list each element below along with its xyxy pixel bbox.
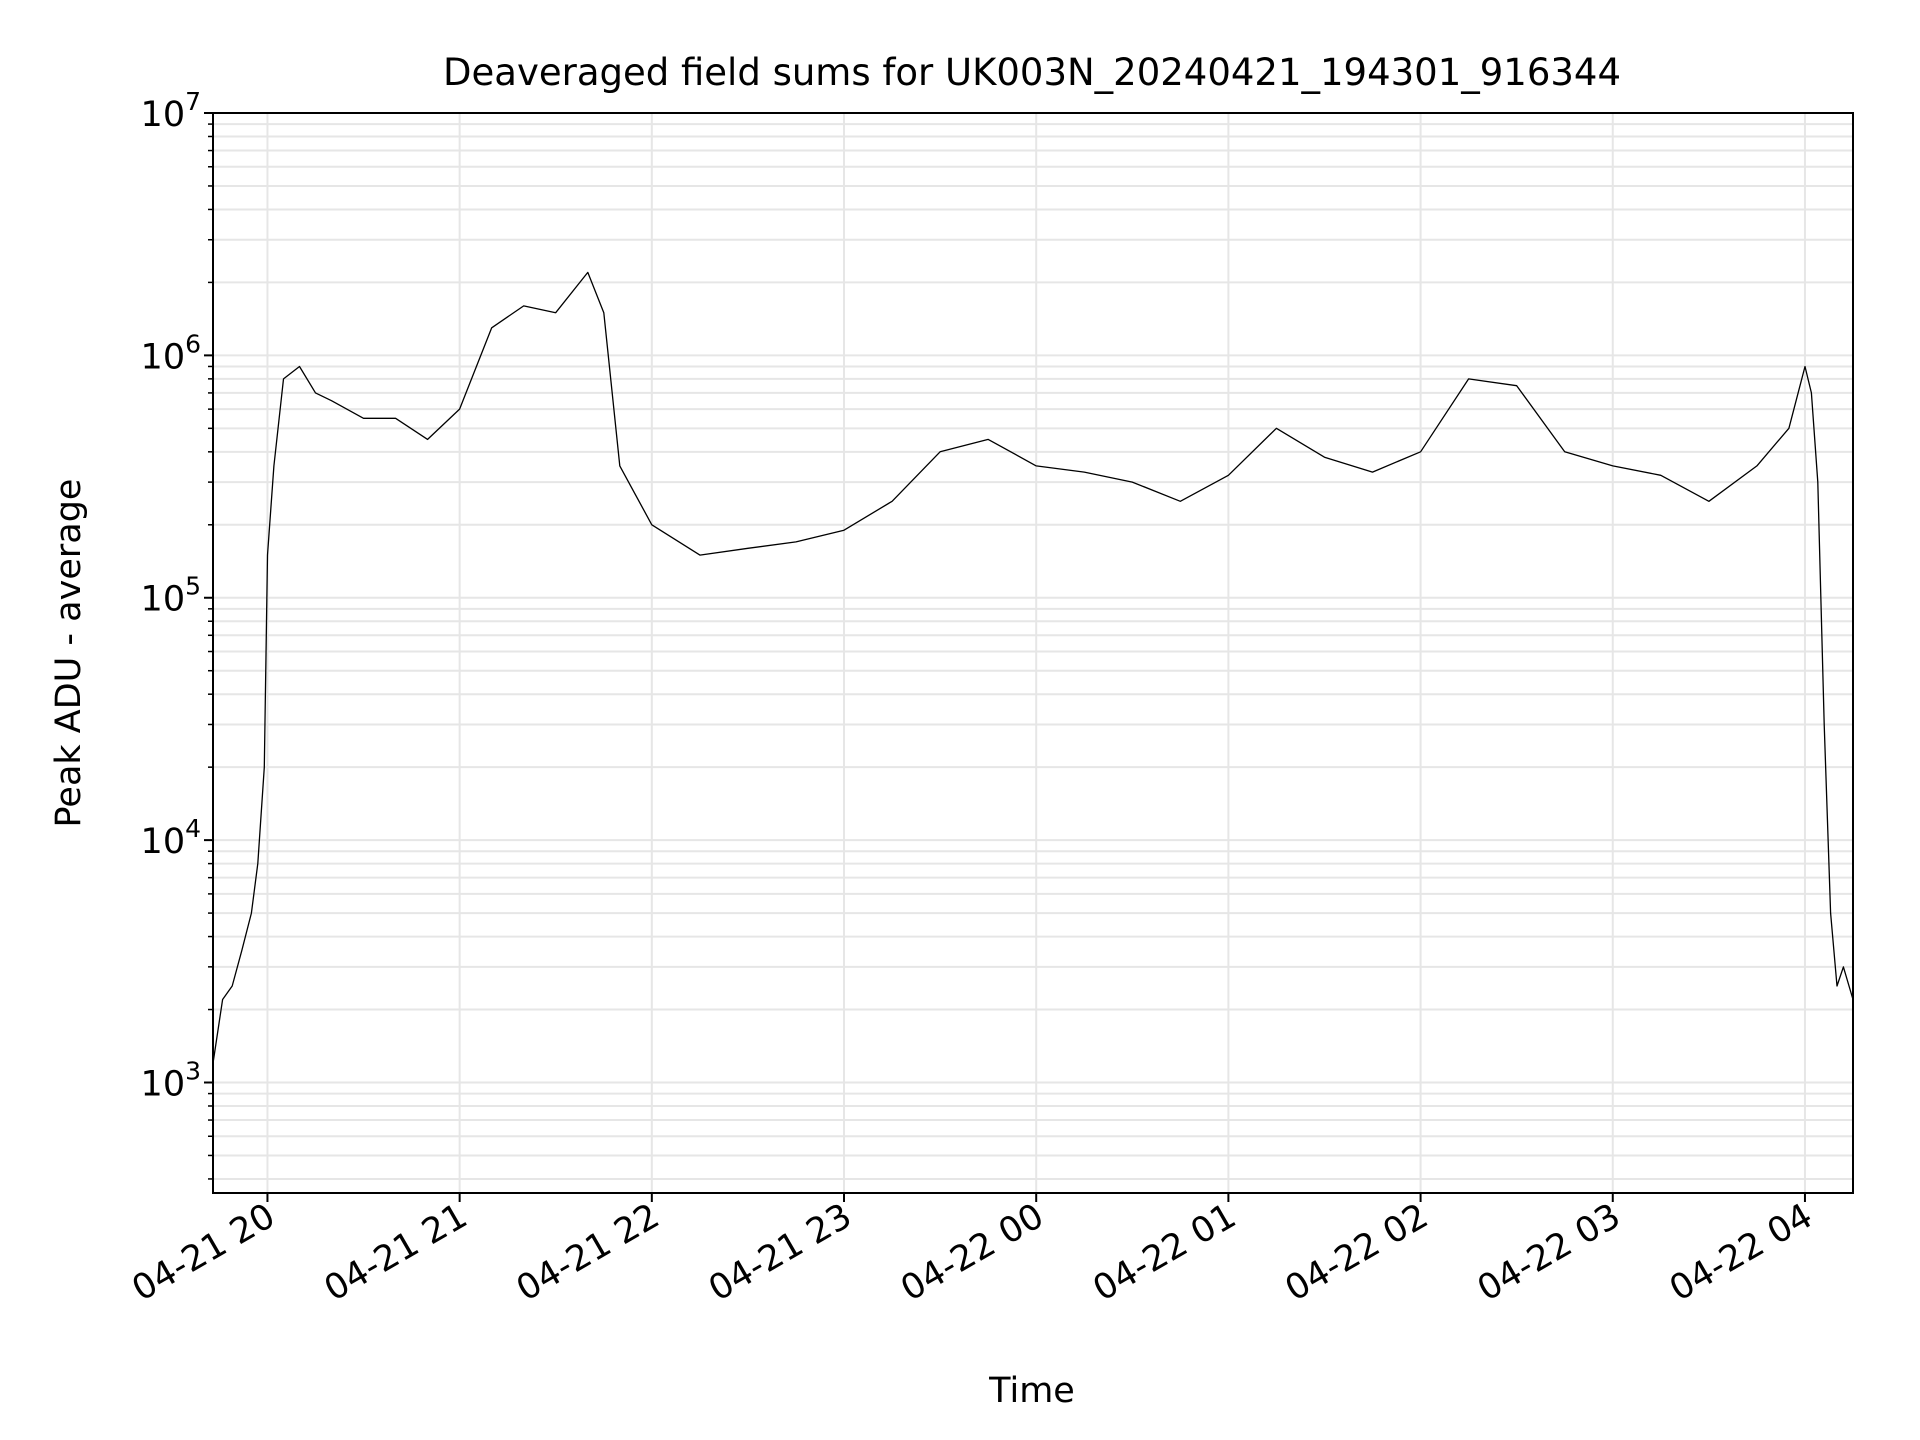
y-tick-label: 106 (141, 329, 201, 377)
x-grid (266, 113, 1806, 1193)
x-axis-label: Time (988, 1371, 1075, 1411)
plot-frame (212, 112, 1854, 1194)
y-tick-label: 104 (141, 814, 201, 862)
y-grid (213, 123, 1853, 1180)
chart-title: Deaveraged field sums for UK003N_2024042… (443, 51, 1621, 94)
y-tick-label: 103 (141, 1056, 201, 1104)
y-tick-label: 107 (141, 87, 201, 135)
series-line-group (213, 271, 1853, 1064)
y-axis: 103 104 105 106 107 (141, 87, 213, 1180)
series-line (213, 271, 1853, 1064)
y-tick-label: 105 (141, 572, 201, 620)
y-axis-label: Peak ADU - average (49, 479, 89, 828)
